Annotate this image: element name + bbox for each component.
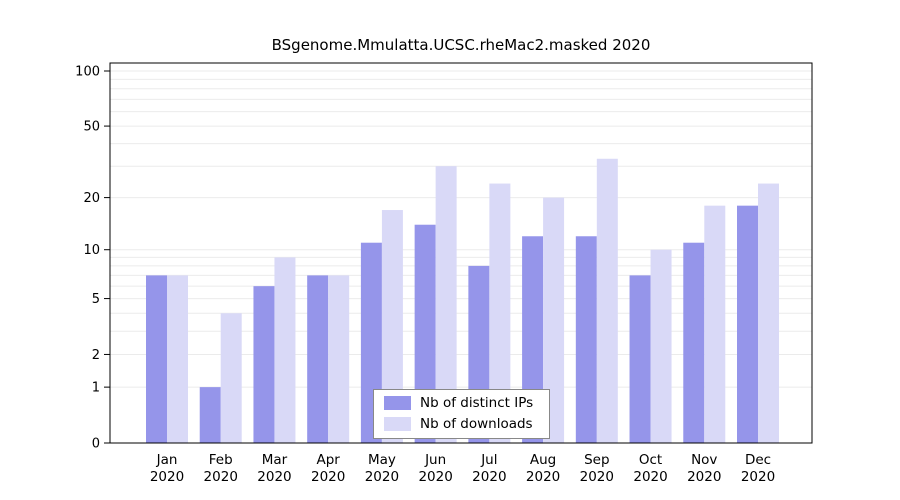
x-tick-label-year: 2020 [418,469,452,485]
x-tick-label-month: Aug [530,452,556,468]
bar-dec-downloads [758,183,779,443]
x-tick-label-year: 2020 [472,469,506,485]
x-tick-label-month: Apr [317,452,341,468]
legend-label-downloads: Nb of downloads [420,416,533,432]
x-tick-label-year: 2020 [150,469,184,485]
bar-apr-downloads [328,275,350,443]
bar-apr-distinct-ips [307,275,329,443]
x-tick-label-month: Feb [209,452,233,468]
x-tick-label-month: Jul [480,452,497,468]
legend-item-distinct-ips: Nb of distinct IPs [384,395,533,411]
legend-label-distinct-ips: Nb of distinct IPs [420,395,534,411]
y-tick-label: 5 [92,292,100,307]
x-tick-label-year: 2020 [204,469,238,485]
plot-frame [109,62,813,444]
bar-mar-distinct-ips [253,286,275,443]
x-tick-label-year: 2020 [257,469,291,485]
bar-aug-downloads [543,197,565,443]
y-tick-label: 2 [92,348,100,363]
legend-swatch-distinct-ips [384,396,411,410]
y-tick-label: 50 [83,120,100,135]
x-tick-label-month: Nov [691,452,717,468]
bar-dec-distinct-ips [737,205,758,443]
bar-nov-downloads [704,205,726,443]
legend-swatch-downloads [384,417,411,431]
bar-may-downloads [381,210,403,443]
bar-mar-downloads [274,257,296,443]
bar-feb-distinct-ips [199,387,221,443]
y-tick-label: 100 [75,65,100,80]
x-tick-label-year: 2020 [526,469,560,485]
x-tick-label-month: Mar [262,452,288,468]
y-tick-label: 0 [92,437,100,452]
bar-jan-downloads [167,275,188,443]
x-tick-label-month: Oct [639,452,662,468]
legend-item-downloads: Nb of downloads [384,416,533,432]
x-tick-label-month: May [368,452,396,468]
gridlines [110,70,812,388]
x-tick-label-month: Jan [156,452,178,468]
x-tick-label-year: 2020 [580,469,614,485]
bar-sep-distinct-ips [575,236,597,443]
legend: Nb of distinct IPs Nb of downloads [373,389,551,439]
bars [146,158,779,444]
x-tick-label-year: 2020 [741,469,775,485]
bar-jul-downloads [489,183,511,443]
x-axis: Jan2020Feb2020Mar2020Apr2020May2020Jun20… [150,452,775,485]
y-tick-label: 20 [83,191,100,206]
bar-jan-distinct-ips [146,275,167,443]
x-tick-label-year: 2020 [687,469,721,485]
bar-oct-downloads [650,249,672,443]
x-tick-label-month: Sep [584,452,609,468]
x-tick-label-month: Dec [745,452,771,468]
chart-title: BSgenome.Mmulatta.UCSC.rheMac2.masked 20… [271,36,651,54]
x-tick-label-year: 2020 [311,469,345,485]
bar-sep-downloads [596,158,618,443]
x-tick-label-month: Jun [424,452,446,468]
bar-jun-distinct-ips [414,224,436,443]
bar-nov-distinct-ips [683,242,705,443]
y-axis: 0 1 2 5 10 20 50 100 [75,65,110,452]
y-tick-label: 1 [92,381,100,396]
bar-oct-distinct-ips [629,275,651,443]
bar-jun-downloads [435,166,457,444]
bar-feb-downloads [220,313,242,443]
x-tick-label-year: 2020 [365,469,399,485]
y-tick-label: 10 [83,243,100,258]
x-tick-label-year: 2020 [633,469,667,485]
